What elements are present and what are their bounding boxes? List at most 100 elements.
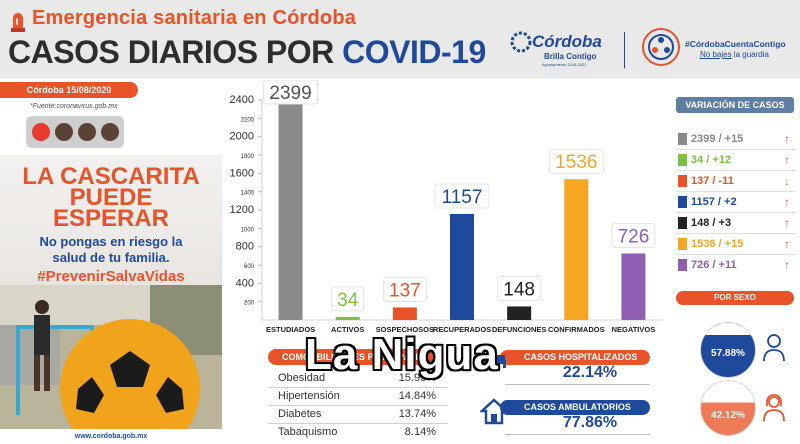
variation-text: 1157 / +2	[691, 196, 737, 208]
comorbidity-row: Diabetes 13.74%	[268, 406, 448, 424]
variation-text: 1536 / +15	[691, 238, 744, 250]
variation-text: 2399 / +15	[691, 133, 744, 145]
campaign-logo: #CórdobaCuentaContigo No bajes la guardi…	[640, 26, 790, 70]
male-percentage: 57.88%	[711, 348, 745, 359]
data-label: 1536	[555, 152, 597, 173]
row-divider	[676, 170, 796, 171]
y-tick-label: 600	[244, 264, 255, 270]
cordoba-logo: Córdoba Brilla Contigo Ayuntamiento 2018…	[510, 28, 610, 68]
variation-text: 137 / -11	[691, 175, 734, 187]
category-label: DEFUNCIONES	[492, 325, 547, 334]
source-note: *Fuente:coronavirus.gob.mx	[30, 103, 118, 110]
data-label-box	[548, 148, 604, 174]
comorbidity-label: Tabaquismo	[278, 426, 338, 438]
traffic-light-dark-1	[55, 123, 73, 141]
category-label: ESTUDIADOS	[266, 325, 315, 334]
bar-recuperados	[450, 213, 474, 320]
traffic-light-red	[32, 123, 50, 141]
alarm-light-icon	[11, 13, 25, 32]
hospitalized-divider	[505, 384, 650, 385]
variation-row: 137 / -11 ↓	[676, 170, 796, 192]
color-swatch	[678, 175, 687, 187]
bar-confirmados	[564, 179, 589, 320]
bar-estudiados	[278, 100, 303, 320]
variation-text: 148 / +3	[691, 217, 732, 229]
category-label: CONFIRMADOS	[548, 325, 605, 334]
house-icon	[480, 398, 508, 425]
data-label: 726	[618, 226, 650, 247]
data-label-box	[331, 286, 365, 312]
traffic-light-icon	[26, 116, 124, 148]
y-tick-label: 400	[236, 277, 254, 289]
category-label: RECUPERADOS	[433, 325, 491, 334]
variation-row: 2399 / +15 ↑	[676, 128, 796, 150]
color-swatch	[678, 259, 687, 271]
arrow-up-icon: ↑	[784, 153, 790, 167]
row-divider	[268, 405, 448, 406]
data-label-box	[434, 183, 490, 209]
comorbidity-row: Tabaquismo 8.14%	[278, 424, 448, 442]
y-tick-label: 1200	[230, 204, 254, 216]
soccer-photo-illustration	[0, 285, 222, 429]
y-tick-label: 2000	[230, 131, 254, 143]
comorbidities-title: COMORBILIDADES PRINCIPALES	[268, 349, 440, 365]
comorbidity-value: 13.74%	[398, 408, 436, 420]
poster-headline-1: LA CASCARITA	[22, 163, 200, 190]
date-badge: Córdoba 15/08/2020	[0, 82, 138, 98]
female-percentage-circle	[700, 380, 756, 436]
comorbidity-row: Obesidad 15.95%	[268, 370, 448, 388]
female-percentage: 42.12%	[711, 410, 745, 421]
row-divider	[268, 423, 448, 424]
variation-title: VARIACIÓN DE CASOS	[676, 97, 794, 113]
cordoba-emblem-icon	[510, 31, 532, 53]
logo-small-text: Ayuntamiento 2018-2021	[542, 62, 587, 67]
bar-chart-svg: 200 400 600 800 1000 1200 1400 1600 1800 2000 2200…	[230, 79, 662, 334]
poster-hashtag: #PrevenirSalvaVidas	[37, 268, 185, 285]
comorbidity-row: Hipertensión 14.84%	[268, 388, 448, 406]
row-divider	[676, 233, 796, 234]
bar-defunciones	[507, 306, 532, 320]
comorbidity-value: 15.95%	[398, 372, 436, 384]
category-label: NEGATIVOS	[612, 325, 656, 334]
campaign-hashtag: #CórdobaCuentaContigo	[685, 39, 786, 49]
variation-row: 148 / +3 ↑	[676, 212, 796, 234]
y-tick-label: 800	[236, 241, 254, 253]
data-label-box	[263, 79, 319, 105]
website-link[interactable]: www.cordoba.gob.mx	[0, 429, 222, 444]
data-label: 137	[389, 280, 421, 301]
data-label: 34	[337, 290, 359, 311]
hospitalized-title: CASOS HOSPITALIZADOS	[500, 350, 650, 365]
logo-brand: Córdoba	[532, 32, 602, 51]
male-percentage-circle	[700, 322, 756, 378]
ambulatory-divider	[505, 434, 650, 435]
y-tick-label: 2200	[241, 117, 255, 123]
slogan-emphasis: No bajes	[700, 50, 732, 59]
hospital-bed-icon	[480, 350, 506, 368]
arrow-down-icon: ↓	[784, 174, 790, 188]
color-swatch	[678, 196, 687, 208]
ambulatory-value: 77.86%	[562, 414, 618, 431]
data-label-box	[497, 275, 542, 301]
traffic-light-dark-2	[78, 123, 96, 141]
bar-negativos	[621, 253, 646, 320]
poster-message-2: salud de tu familia.	[52, 250, 170, 265]
hospitalized-value: 22.14%	[562, 364, 618, 381]
comorbidity-value: 14.84%	[398, 390, 436, 402]
y-tick-label: 1600	[230, 167, 254, 179]
row-divider	[268, 387, 448, 388]
ambulatory-title: CASOS AMBULATORIOS	[500, 400, 650, 415]
arrow-up-icon: ↑	[784, 132, 790, 146]
community-emblem-icon	[642, 28, 680, 66]
variation-row: 1157 / +2 ↑	[676, 191, 796, 213]
slogan-rest: la guardia	[731, 50, 769, 59]
poster-headline-2: PUEDE	[69, 184, 153, 211]
data-label: 1157	[442, 187, 483, 208]
comorbidity-label: Obesidad	[278, 372, 326, 384]
variation-row: 726 / +11 ↑	[676, 254, 796, 276]
data-label: 2399	[269, 83, 311, 104]
page-subtitle: Emergencia sanitaria en Córdoba	[32, 7, 357, 29]
row-divider	[676, 149, 796, 150]
poster-message-1: No pongas en riesgo la	[39, 234, 183, 249]
y-tick-label: 1800	[241, 154, 255, 160]
page-title-main: CASOS DIARIOS POR	[8, 34, 343, 70]
